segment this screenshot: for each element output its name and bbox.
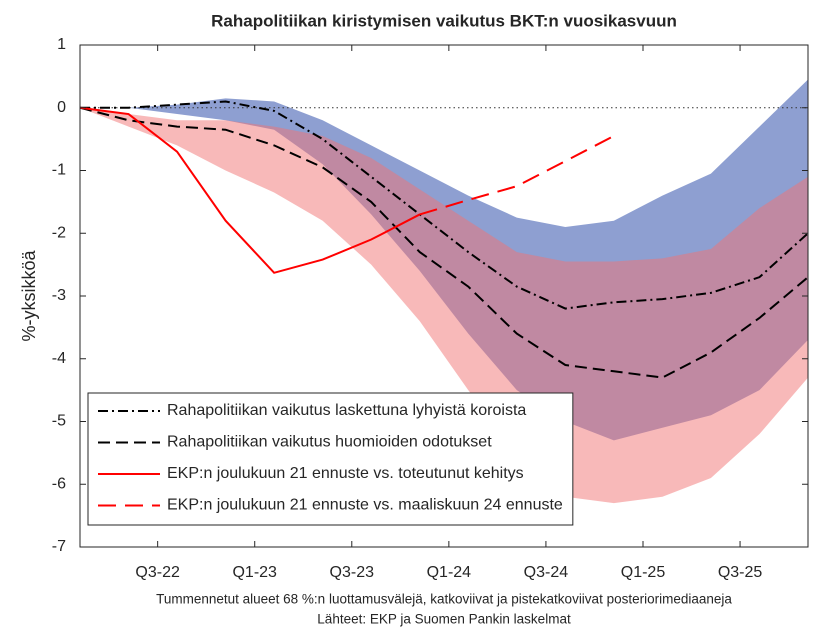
y-tick-label: -5 — [52, 413, 66, 430]
x-tick-label: Q3-25 — [718, 564, 763, 581]
series-line — [80, 106, 808, 379]
y-axis-label: %-yksikköä — [19, 250, 39, 342]
y-tick-label: 0 — [57, 99, 66, 116]
chart-title: Rahapolitiikan kiristymisen vaikutus BKT… — [211, 11, 677, 30]
legend-label: Rahapolitiikan vaikutus huomioiden odotu… — [167, 434, 492, 451]
legend-label: EKP:n joulukuun 21 ennuste vs. maaliskuu… — [167, 497, 563, 514]
y-tick-label: -2 — [52, 224, 66, 241]
y-tick-label: 1 — [57, 36, 66, 53]
x-tick-label: Q1-24 — [427, 564, 472, 581]
x-tick-label: Q3-24 — [524, 564, 569, 581]
series-line — [419, 135, 615, 216]
x-tick-label: Q1-23 — [232, 564, 277, 581]
x-tick-label: Q1-25 — [621, 564, 666, 581]
legend: Rahapolitiikan vaikutus laskettuna lyhyi… — [87, 392, 574, 526]
plot — [80, 79, 808, 504]
legend-box — [87, 392, 574, 526]
legend-label: Rahapolitiikan vaikutus laskettuna lyhyi… — [167, 402, 526, 419]
x-tick-label: Q3-23 — [330, 564, 375, 581]
footnote: Lähteet: EKP ja Suomen Pankin laskelmat — [317, 612, 571, 627]
x-tick-label: Q3-22 — [135, 564, 180, 581]
footnote: Tummennetut alueet 68 %:n luottamusvälej… — [156, 592, 732, 607]
series-line — [80, 100, 808, 310]
band — [80, 107, 808, 504]
y-tick-label: -1 — [52, 162, 66, 179]
legend-label: EKP:n joulukuun 21 ennuste vs. toteutunu… — [167, 465, 524, 482]
y-tick-label: -4 — [52, 350, 66, 367]
y-tick-label: -3 — [52, 287, 66, 304]
y-tick-label: -7 — [52, 538, 66, 555]
y-tick-label: -6 — [52, 475, 66, 492]
series-line — [80, 106, 421, 274]
